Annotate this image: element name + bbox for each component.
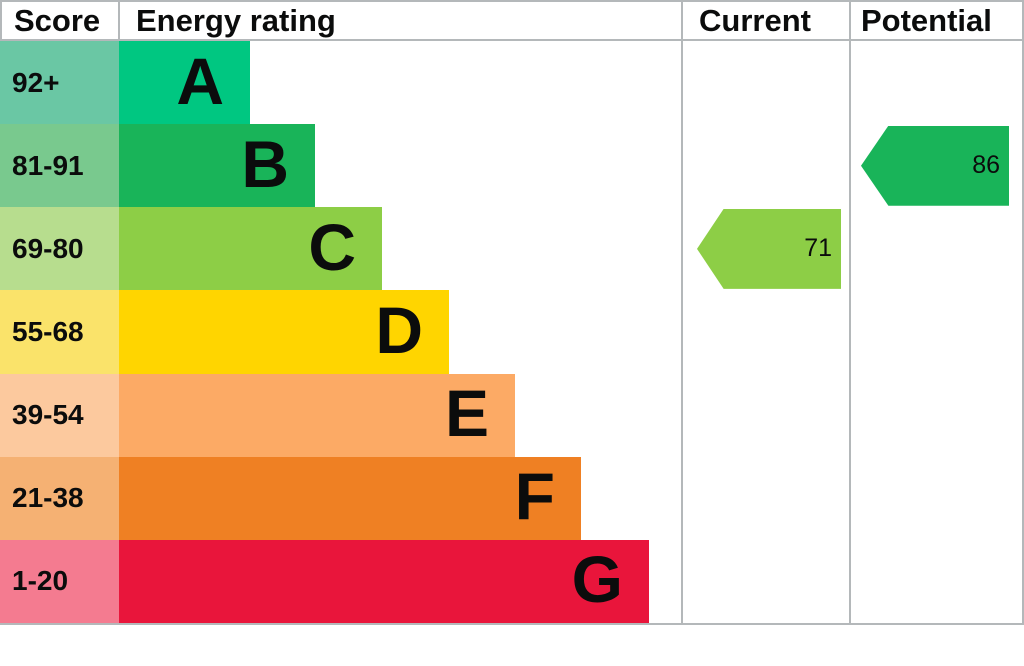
- right-border: [1022, 0, 1024, 625]
- score-range-label: 21-38: [0, 456, 119, 540]
- band-row-e: 39-54 E: [0, 373, 1024, 457]
- score-range-label: 92+: [0, 41, 119, 125]
- band-bar-d: D: [119, 290, 449, 374]
- header-left-border: [0, 0, 2, 41]
- potential-rating-arrow: 86: [861, 125, 1009, 206]
- score-column-divider: [118, 0, 120, 41]
- potential-column-header: Potential: [861, 2, 992, 38]
- current-rating-value: 71: [804, 234, 832, 263]
- score-column-header: Score: [14, 2, 101, 38]
- band-row-b: 81-91 B: [0, 124, 1024, 208]
- band-bar-a: A: [119, 41, 250, 125]
- band-letter: D: [375, 292, 423, 367]
- band-letter: F: [514, 459, 555, 534]
- chart-header: Score Energy rating Current Potential: [0, 0, 1024, 41]
- band-letter: E: [444, 376, 489, 451]
- band-letter: G: [571, 542, 623, 617]
- band-rows: 92+ A 81-91 B 69-80 C 55-68 D 39-54 E 21…: [0, 41, 1024, 623]
- band-row-d: 55-68 D: [0, 290, 1024, 374]
- band-letter: A: [176, 43, 224, 118]
- current-column-divider: [681, 0, 683, 625]
- band-row-c: 69-80 C: [0, 207, 1024, 291]
- score-range-label: 1-20: [0, 539, 119, 623]
- band-letter: B: [241, 126, 289, 201]
- top-border: [0, 0, 1024, 2]
- score-range-label: 81-91: [0, 124, 119, 208]
- band-letter: C: [308, 209, 356, 284]
- band-bar-f: F: [119, 456, 581, 540]
- band-bar-e: E: [119, 373, 515, 457]
- band-row-f: 21-38 F: [0, 456, 1024, 540]
- score-range-label: 69-80: [0, 207, 119, 291]
- bottom-border: [0, 623, 1024, 625]
- band-bar-b: B: [119, 124, 315, 208]
- band-bar-g: G: [119, 539, 649, 623]
- band-row-a: 92+ A: [0, 41, 1024, 125]
- epc-rating-chart: Score Energy rating Current Potential 92…: [0, 0, 1024, 625]
- potential-column-divider: [849, 0, 851, 625]
- current-rating-arrow: 71: [697, 208, 841, 289]
- energy-rating-column-header: Energy rating: [136, 2, 336, 38]
- header-bottom-border: [0, 39, 1024, 41]
- current-column-header: Current: [699, 2, 811, 38]
- score-range-label: 55-68: [0, 290, 119, 374]
- potential-rating-value: 86: [972, 151, 1000, 180]
- band-bar-c: C: [119, 207, 382, 291]
- band-row-g: 1-20 G: [0, 539, 1024, 623]
- score-range-label: 39-54: [0, 373, 119, 457]
